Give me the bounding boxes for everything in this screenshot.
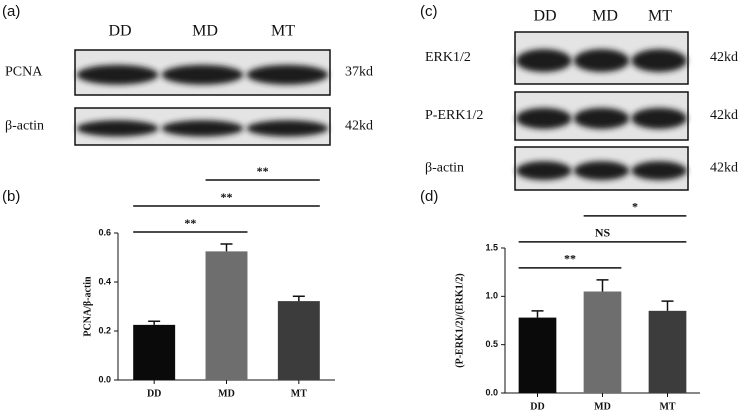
bar [277, 301, 320, 380]
y-tick-label: 0.5 [485, 339, 498, 349]
error-bar [148, 320, 161, 325]
y-tick-label: 0.4 [98, 276, 111, 286]
significance-label: ** [564, 252, 576, 266]
blot-band [631, 107, 687, 129]
row-label: P-ERK1/2 [425, 108, 483, 123]
blot-band [516, 161, 572, 181]
panel-label: (d) [420, 188, 438, 205]
blot-band [161, 120, 244, 137]
y-axis-label: PCNA/β-actin [82, 276, 93, 337]
panel-label: (b) [2, 188, 20, 205]
lane-label: MT [648, 8, 672, 25]
bar [583, 291, 622, 393]
lane-label: DD [533, 8, 556, 25]
y-axis-label: (P-ERK1/2)/(ERK1/2) [454, 273, 465, 367]
bar [133, 324, 176, 380]
y-tick-label: 0.0 [485, 387, 498, 397]
blot-band [573, 49, 630, 73]
x-tick-label: MD [218, 388, 235, 399]
blot-band [573, 161, 630, 181]
significance-label: * [632, 200, 638, 214]
blot-band [246, 64, 329, 85]
bar [648, 310, 687, 393]
blot-band [246, 120, 329, 137]
lane-label: MD [192, 23, 218, 40]
size-label: 42kd [710, 108, 738, 123]
y-tick-label: 0.0 [98, 374, 111, 384]
bar [205, 251, 248, 380]
row-label: β-actin [425, 161, 464, 176]
blot-band [631, 161, 687, 181]
x-tick-label: MT [659, 401, 675, 411]
blot-band [516, 49, 572, 73]
size-label: 37kd [345, 65, 373, 80]
y-tick-label: 1.0 [485, 291, 498, 301]
row-label: PCNA [5, 65, 43, 80]
lane-label: MT [271, 23, 295, 40]
y-tick-label: 0.6 [98, 227, 111, 237]
blot-band [76, 64, 159, 85]
error-bar [220, 243, 233, 252]
y-tick-label: 1.5 [485, 242, 498, 252]
blot-band [573, 107, 630, 129]
error-bar [292, 295, 305, 302]
lane-label: DD [108, 23, 131, 40]
blot-band [516, 107, 572, 129]
blot-band [631, 49, 687, 73]
error-bar [596, 279, 609, 292]
x-tick-label: MT [291, 388, 307, 399]
x-tick-label: DD [530, 401, 544, 411]
x-tick-label: MD [594, 401, 611, 411]
size-label: 42kd [345, 119, 373, 134]
significance-label: NS [595, 226, 611, 240]
significance-label: ** [184, 216, 196, 230]
panel-label: (c) [420, 3, 438, 20]
error-bar [661, 300, 674, 311]
size-label: 42kd [710, 161, 738, 176]
y-tick-label: 0.2 [98, 325, 111, 335]
lane-label: MD [592, 8, 618, 25]
blot-band [161, 64, 244, 85]
blot-band [76, 120, 159, 137]
x-tick-label: DD [147, 388, 161, 399]
panel-label: (a) [2, 3, 20, 20]
bar [518, 317, 557, 393]
row-label: β-actin [5, 119, 44, 134]
size-label: 42kd [710, 50, 738, 65]
significance-label: ** [257, 164, 269, 178]
error-bar [531, 310, 544, 318]
row-label: ERK1/2 [425, 50, 471, 65]
significance-label: ** [221, 190, 233, 204]
